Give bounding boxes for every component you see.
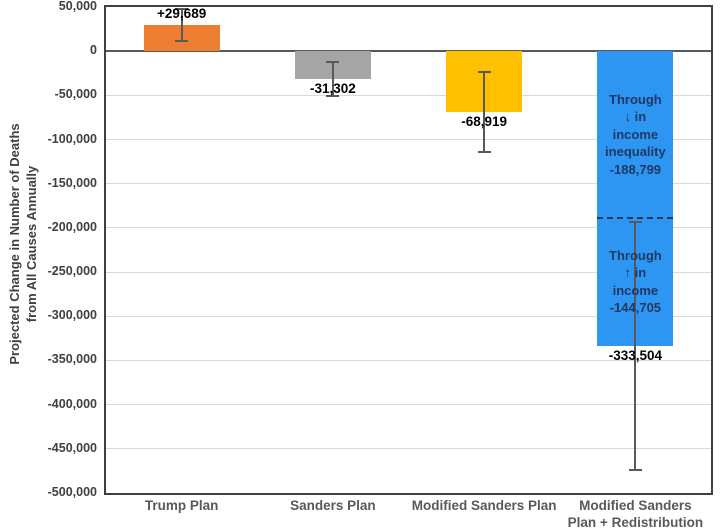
gridline [106, 139, 711, 141]
gridline [106, 94, 711, 96]
error-bar [331, 62, 334, 96]
bar-annotation-line: -188,799 [609, 161, 662, 177]
x-axis-label-trump-plan: Trump Plan [144, 498, 219, 513]
y-tick-label: -350,000 [47, 352, 97, 367]
y-tick-label: -50,000 [54, 87, 97, 102]
gridline [106, 404, 711, 406]
bar-annotation-line: Through [609, 247, 662, 263]
bar-annotation-line: inequality [605, 144, 666, 160]
y-tick-label: 0 [90, 43, 97, 58]
value-label: -333,504 [608, 347, 663, 363]
error-bar-cap [628, 221, 642, 224]
error-bar-cap [477, 71, 491, 74]
error-bar-cap [175, 39, 189, 42]
y-tick-label: -450,000 [47, 440, 97, 455]
error-bar [180, 9, 183, 41]
gridline [106, 183, 711, 185]
gridline [106, 359, 711, 361]
y-tick-label: -500,000 [47, 485, 97, 499]
x-axis-label-modified-sanders: Modified Sanders Plan + Redistribution [567, 498, 704, 528]
x-axis-label-modified-sanders-plan: Modified Sanders Plan [411, 498, 557, 513]
zero-axis-line [106, 50, 711, 53]
bar-annotation-line: -144,705 [609, 300, 662, 316]
error-bar-cap [326, 61, 340, 64]
bar-annotation-line: ↑ in [624, 265, 647, 281]
error-bar-cap [477, 150, 491, 153]
y-tick-label: -250,000 [47, 264, 97, 279]
error-bar-cap [628, 468, 642, 471]
value-label: +29,689 [157, 5, 207, 21]
x-axis-label-sanders-plan: Sanders Plan [290, 498, 376, 513]
y-tick-label: -150,000 [47, 175, 97, 190]
error-bar-cap [175, 8, 189, 11]
y-tick-label: -200,000 [47, 219, 97, 234]
gridline [106, 227, 711, 229]
bar-annotation: Through ↓ in income inequality -188,799 [580, 91, 690, 179]
y-tick-label: 50,000 [58, 0, 97, 13]
y-tick-label: -400,000 [47, 396, 97, 411]
bar-annotation-line: income [612, 126, 659, 142]
bar-annotation-line: ↓ in [624, 109, 647, 125]
gridline [106, 448, 711, 450]
value-label: -68,919 [461, 114, 508, 130]
error-bar [483, 72, 486, 152]
y-tick-label: -100,000 [47, 131, 97, 146]
bar-annotation-line: Through [609, 91, 662, 107]
segment-divider-line [597, 217, 674, 219]
value-label: -31,302 [309, 80, 356, 96]
gridline [106, 271, 711, 273]
bar-annotation: Through ↑ in income -144,705 [580, 247, 690, 317]
error-bar-cap [326, 94, 340, 97]
plot-area: +29,689 -31,302 -68,919 -333,504 Through ↓ in… [104, 5, 713, 495]
bar-annotation-line: income [612, 282, 659, 298]
y-tick-label: -300,000 [47, 308, 97, 323]
gridline [106, 315, 711, 317]
y-axis-title-line1: Projected Change in Number of Deaths [7, 123, 22, 365]
error-bar [634, 222, 637, 470]
